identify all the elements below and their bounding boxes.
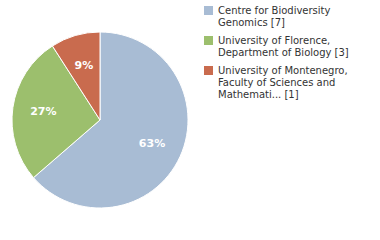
pie [12, 32, 188, 208]
legend: Centre for BiodiversityGenomics [7] Unive… [204, 5, 349, 100]
data-labels: 63% 27% 9% [30, 59, 165, 151]
data-label: 9% [75, 59, 94, 72]
legend-item: Centre for BiodiversityGenomics [7] [204, 5, 331, 28]
pie-slice [52, 32, 100, 120]
legend-label: Centre for BiodiversityGenomics [7] [218, 5, 331, 28]
data-label: 63% [139, 137, 165, 150]
legend-swatch [204, 66, 213, 75]
chart: 63% 27% 9% Centre for BiodiversityGenomics … [0, 0, 380, 240]
legend-label: University of Florence,Department of Bio… [218, 35, 349, 58]
legend-item: University of Florence,Department of Bio… [204, 35, 349, 58]
legend-label: University of Montenegro,Faculty of Scie… [218, 65, 348, 100]
data-label: 27% [30, 105, 56, 118]
pie-slice [12, 46, 100, 178]
legend-swatch [204, 36, 213, 45]
legend-swatch [204, 6, 213, 15]
legend-item: University of Montenegro,Faculty of Scie… [204, 65, 348, 100]
